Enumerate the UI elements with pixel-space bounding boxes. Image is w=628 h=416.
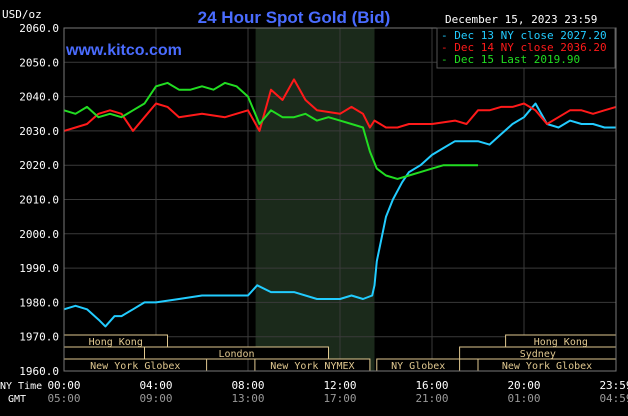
y-tick-label: 2030.0 (19, 125, 59, 138)
chart-title: 24 Hour Spot Gold (Bid) (198, 8, 391, 27)
x-tick-label-gmt: 17:00 (323, 392, 356, 405)
y-tick-label: 1980.0 (19, 296, 59, 309)
y-tick-label: 2000.0 (19, 228, 59, 241)
session-label: Hong Kong (89, 337, 143, 348)
x-tick-label-gmt: 21:00 (415, 392, 448, 405)
x-tick-label-ny: 20:00 (507, 379, 540, 392)
session-band (144, 346, 329, 360)
series-line-2 (63, 78, 617, 132)
unit-label: USD/oz (2, 8, 42, 21)
legend-entry: - Dec 15 Last 2019.90 (441, 53, 580, 66)
y-tick-label: 2040.0 (19, 91, 59, 104)
series-line-3 (63, 81, 478, 180)
x-tick-label-ny: 12:00 (323, 379, 356, 392)
x-tick-label-ny: 08:00 (231, 379, 264, 392)
session-label: London (218, 349, 254, 360)
axes: 2060.0 2050.0 2040.0 2030.0 2020.0 2010.0 2000… (19, 22, 628, 405)
session-label: NY Globex (391, 361, 445, 372)
session-label: Hong Kong (534, 337, 588, 348)
legend: - Dec 13 NY close 2027.20- Dec 14 NY clo… (436, 27, 616, 69)
session-label: Sydney (520, 349, 556, 360)
y-tick-label: 2010.0 (19, 194, 59, 207)
session-label: New York NYMEX (270, 361, 354, 372)
plot-frame (63, 27, 617, 372)
y-tick-label: 1990.0 (19, 262, 59, 275)
gmt-label: GMT (8, 394, 26, 405)
legend-box (436, 27, 616, 69)
x-tick-label-gmt: 13:00 (231, 392, 264, 405)
x-tick-label-ny: 16:00 (415, 379, 448, 392)
x-tick-label-gmt: 01:00 (507, 392, 540, 405)
legend-entry: - Dec 13 NY close 2027.20 (441, 29, 607, 42)
date-label: December 15, 2023 23:59 (445, 13, 597, 26)
x-tick-label-gmt: 04:59 (599, 392, 628, 405)
y-tick-label: 2020.0 (19, 159, 59, 172)
x-tick-label-gmt: 05:00 (47, 392, 80, 405)
site-watermark: www.kitco.com (65, 42, 182, 59)
legend-entry: - Dec 14 NY close 2036.20 (441, 41, 607, 54)
series-lines (63, 78, 617, 328)
x-tick-label-ny: 00:00 (47, 379, 80, 392)
x-tick-label-ny: 23:59 (599, 379, 628, 392)
session-label: New York Globex (502, 361, 592, 372)
ny-time-label: NY Time (0, 381, 42, 392)
y-tick-label: 1970.0 (19, 331, 59, 344)
y-tick-label: 2050.0 (19, 56, 59, 69)
series-line-1 (63, 102, 616, 328)
y-tick-label: 1960.0 (19, 365, 59, 378)
y-tick-label: 2060.0 (19, 22, 59, 35)
x-tick-label-ny: 04:00 (139, 379, 172, 392)
x-tick-label-gmt: 09:00 (139, 392, 172, 405)
session-label: New York Globex (90, 361, 180, 372)
